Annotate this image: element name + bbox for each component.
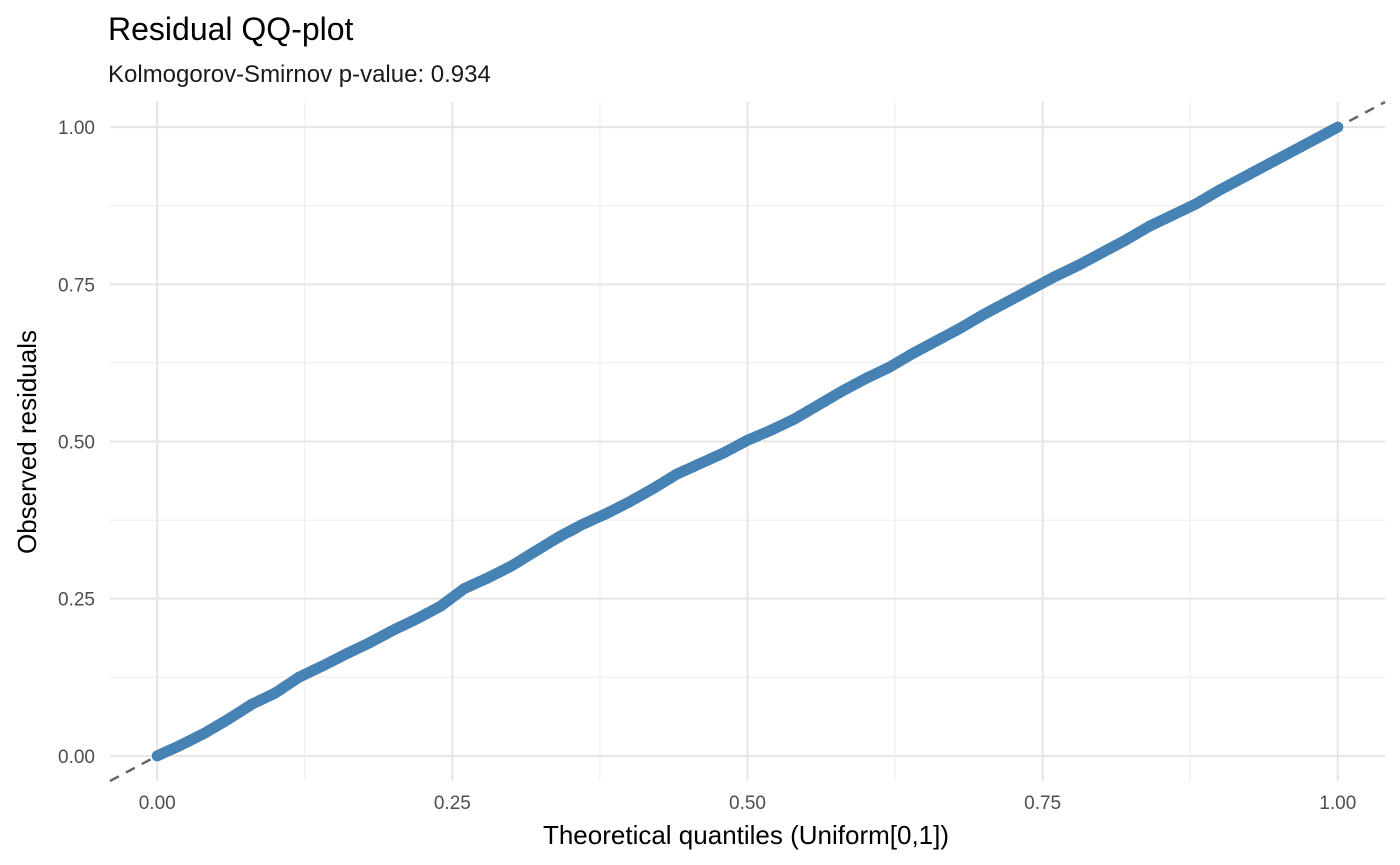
grid-lines [110, 102, 1385, 781]
x-tick-label: 0.75 [1024, 793, 1061, 814]
x-tick-label: 0.50 [729, 793, 766, 814]
x-tick-label: 1.00 [1319, 793, 1356, 814]
y-tick-label: 0.00 [58, 747, 95, 768]
x-tick-label: 0.25 [434, 793, 471, 814]
tick-labels: 0.00 0.25 0.50 0.75 1.00 0.00 0.25 0.50 0.75 1.00 [58, 118, 1356, 814]
chart-title: Residual QQ-plot [108, 11, 354, 47]
x-tick-label: 0.00 [139, 793, 176, 814]
data-points [151, 121, 1344, 762]
y-tick-label: 0.25 [58, 590, 95, 611]
y-tick-label: 1.00 [58, 118, 95, 139]
y-tick-label: 0.50 [58, 433, 95, 454]
y-axis-title: Observed residuals [12, 330, 42, 554]
data-point [1332, 121, 1344, 133]
chart-subtitle: Kolmogorov-Smirnov p-value: 0.934 [108, 61, 491, 88]
x-axis-title: Theoretical quantiles (Uniform[0,1]) [543, 820, 949, 850]
y-tick-label: 0.75 [58, 275, 95, 296]
